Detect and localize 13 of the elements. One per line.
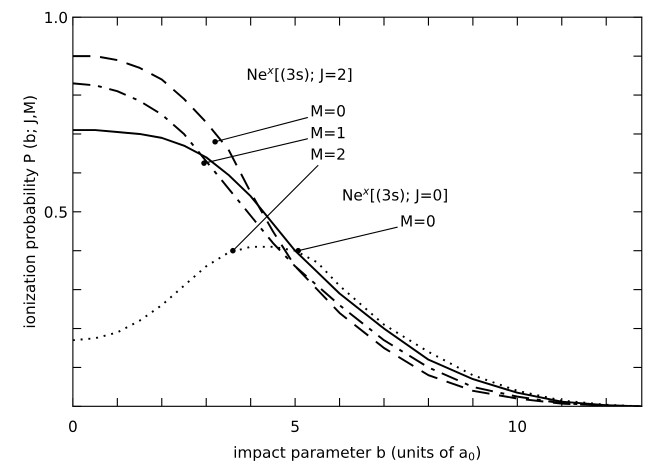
y-axis-title: ionization probability P (b; J,M) <box>23 96 38 328</box>
x-axis-title: impact parameter b (units of a$_{0}$) <box>234 446 480 461</box>
annotation: Ne$^{x}$[(3s); J=0] <box>343 188 447 204</box>
annotation: M=2 <box>312 148 344 160</box>
x-tick-label: 10 <box>509 420 526 432</box>
x-tick-label: 5 <box>291 420 299 432</box>
annotation: M=0 <box>401 215 435 227</box>
annotation: M=0 <box>312 105 345 117</box>
y-tick-label: 1.0 <box>45 12 68 24</box>
annotation: Ne$^{x}$[(3s); J=2] <box>248 68 352 83</box>
y-tick-label: 0.5 <box>44 206 67 218</box>
annotation: M=1 <box>312 127 345 138</box>
x-tick-label: 0 <box>69 420 77 432</box>
